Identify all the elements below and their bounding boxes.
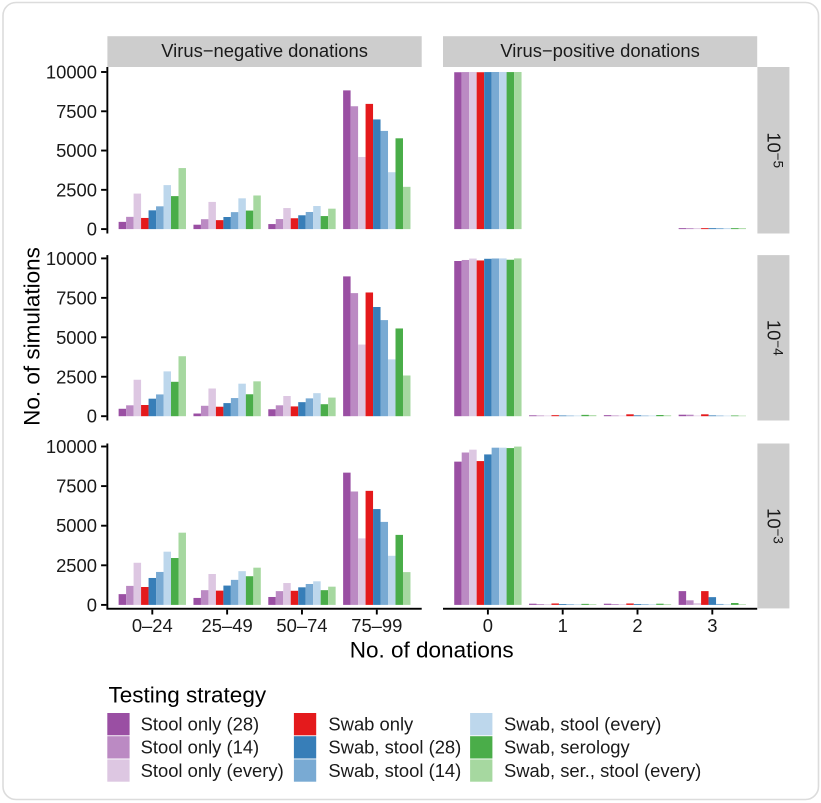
svg-text:75–99: 75–99 (351, 615, 402, 636)
svg-text:0: 0 (87, 406, 97, 427)
svg-text:No. of donations: No. of donations (350, 638, 514, 663)
svg-text:50–74: 50–74 (276, 615, 327, 636)
svg-text:5000: 5000 (56, 515, 97, 536)
svg-text:0–24: 0–24 (132, 615, 173, 636)
svg-text:Stool only (every): Stool only (every) (141, 760, 284, 781)
svg-text:No. of simulations: No. of simulations (20, 247, 45, 426)
svg-text:10000: 10000 (46, 62, 97, 83)
svg-text:3: 3 (707, 615, 717, 636)
svg-text:Swab, serology: Swab, serology (504, 737, 631, 758)
svg-text:Stool only (28): Stool only (28) (141, 714, 260, 735)
svg-text:Swab only: Swab only (328, 714, 414, 735)
svg-text:2500: 2500 (56, 555, 97, 576)
svg-text:5000: 5000 (56, 327, 97, 348)
svg-text:2500: 2500 (56, 179, 97, 200)
svg-text:0: 0 (483, 615, 493, 636)
svg-text:Swab, stool (28): Swab, stool (28) (328, 737, 461, 758)
svg-text:0: 0 (87, 594, 97, 615)
svg-text:7500: 7500 (56, 101, 97, 122)
svg-text:5000: 5000 (56, 140, 97, 161)
svg-text:2500: 2500 (56, 366, 97, 387)
svg-text:25–49: 25–49 (202, 615, 253, 636)
svg-text:Virus−positive donations: Virus−positive donations (500, 40, 700, 61)
svg-text:Swab, ser., stool (every): Swab, ser., stool (every) (504, 760, 701, 781)
svg-text:0: 0 (87, 219, 97, 240)
svg-text:Stool only (14): Stool only (14) (141, 737, 260, 758)
svg-text:10000: 10000 (46, 436, 97, 457)
svg-text:1: 1 (558, 615, 568, 636)
svg-text:Swab, stool (every): Swab, stool (every) (504, 714, 661, 735)
svg-text:2: 2 (632, 615, 642, 636)
svg-text:Virus−negative donations: Virus−negative donations (161, 40, 368, 61)
svg-text:7500: 7500 (56, 476, 97, 497)
svg-text:Swab, stool (14): Swab, stool (14) (328, 760, 461, 781)
svg-text:10000: 10000 (46, 248, 97, 269)
svg-text:7500: 7500 (56, 287, 97, 308)
svg-text:Testing strategy: Testing strategy (109, 682, 267, 707)
